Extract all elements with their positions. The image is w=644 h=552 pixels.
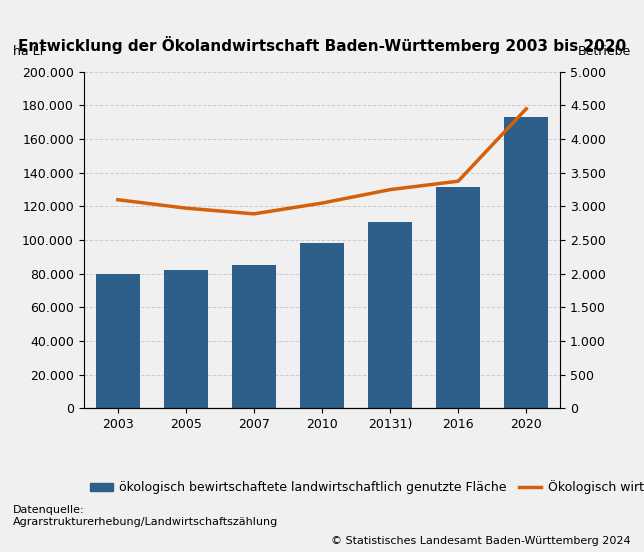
Text: Entwicklung der Ökolandwirtschaft Baden-Württemberg 2003 bis 2020: Entwicklung der Ökolandwirtschaft Baden-… bbox=[18, 36, 626, 54]
Bar bbox=[95, 274, 140, 408]
Text: ha LF: ha LF bbox=[13, 45, 46, 58]
Text: © Statistisches Landesamt Baden-Württemberg 2024: © Statistisches Landesamt Baden-Württemb… bbox=[332, 537, 631, 546]
Bar bbox=[368, 221, 412, 408]
Bar bbox=[436, 187, 480, 408]
Bar bbox=[504, 117, 548, 408]
Text: Betriebe: Betriebe bbox=[578, 45, 631, 58]
Text: Datenquelle:
Agrarstrukturerhebung/Landwirtschaftszählung: Datenquelle: Agrarstrukturerhebung/Landw… bbox=[13, 505, 278, 527]
Bar bbox=[164, 270, 208, 408]
Legend: ökologisch bewirtschaftete landwirtschaftlich genutzte Fläche, Ökologisch wirtsc: ökologisch bewirtschaftete landwirtschaf… bbox=[85, 475, 644, 500]
Bar bbox=[300, 243, 344, 408]
Bar bbox=[232, 266, 276, 408]
